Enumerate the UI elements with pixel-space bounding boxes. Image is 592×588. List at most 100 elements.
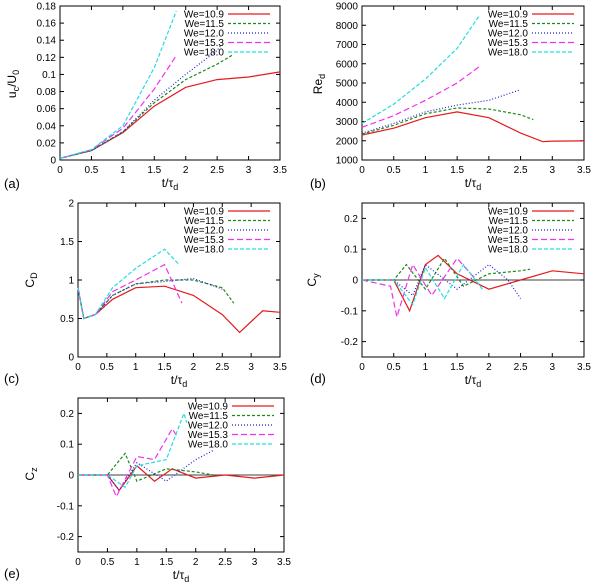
y-axis-label: Cy xyxy=(305,273,321,287)
series-line-4 xyxy=(78,427,179,499)
plot-frame xyxy=(59,5,281,161)
y-axis-label: uc/U0 xyxy=(5,70,21,98)
y-tick-label: 4000 xyxy=(336,98,359,109)
x-tick-label: 0 xyxy=(57,165,63,176)
x-tick-label: 0.5 xyxy=(387,165,401,176)
x-axis-label: t/τd xyxy=(173,568,189,584)
y-tick-label: 0.1 xyxy=(60,440,74,451)
legend-label-4: We=15.3 xyxy=(184,235,225,246)
y-tick-label: 0 xyxy=(352,276,358,287)
series-line-3 xyxy=(59,45,221,159)
legend-label-5: We=18.0 xyxy=(488,48,529,59)
x-tick-label: 3 xyxy=(550,165,556,176)
panel-label: (c) xyxy=(4,371,19,386)
x-tick-label: 2.5 xyxy=(210,165,224,176)
x-tick-label: 1.5 xyxy=(158,362,172,373)
y-tick-label: 0.5 xyxy=(60,314,74,325)
y-tick-label: 0.1 xyxy=(42,70,56,81)
y-tick-label: 1.5 xyxy=(60,237,74,248)
legend-label-3: We=12.0 xyxy=(184,29,225,40)
y-tick-label: 0.08 xyxy=(37,87,57,98)
series-line-2 xyxy=(361,107,534,135)
panel-e: 0 0.5 1 1.5 2 2.5 3 3.5 -0.2 -0.1 0 0.1 0.2 t/τd Cz (e)… xyxy=(4,397,291,584)
series-line-2 xyxy=(59,54,234,159)
x-tick-label: 3.5 xyxy=(577,362,591,373)
x-tick-label: 3.5 xyxy=(577,165,591,176)
y-tick-label: 0.16 xyxy=(37,19,57,30)
y-tick-label: 1000 xyxy=(336,156,359,167)
x-tick-label: 3.5 xyxy=(273,362,287,373)
x-tick-label: 3 xyxy=(550,362,556,373)
x-tick-label: 1.5 xyxy=(450,362,464,373)
legend-label-2: We=11.5 xyxy=(189,411,229,422)
legend-label-3: We=12.0 xyxy=(488,226,529,237)
x-tick-label: 3.5 xyxy=(277,557,291,568)
series-line-5 xyxy=(361,15,480,124)
y-axis-label: Red xyxy=(311,74,327,94)
y-tick-label: 0.14 xyxy=(37,36,57,47)
y-tick-label: 0.04 xyxy=(37,121,57,132)
legend-label-4: We=15.3 xyxy=(184,38,225,49)
panel-label: (d) xyxy=(310,371,326,386)
legend-label-1: We=10.9 xyxy=(184,10,225,21)
y-tick-label: -0.1 xyxy=(57,501,75,512)
series-line-5 xyxy=(59,10,177,159)
x-tick-label: 0.5 xyxy=(387,362,401,373)
x-tick-label: 2 xyxy=(193,557,199,568)
series-line-3 xyxy=(77,277,223,320)
x-axis-label: t/τd xyxy=(171,373,187,389)
legend-label-1: We=10.9 xyxy=(184,207,225,218)
x-tick-label: 2.5 xyxy=(514,165,528,176)
x-axis-label: t/τd xyxy=(465,373,481,389)
legend-label-3: We=12.0 xyxy=(488,29,529,40)
panel-d: 0 0.5 1 1.5 2 2.5 3 3.5 -0.2 -0.1 0 0.1 0.2 t/τd Cy (d)… xyxy=(305,202,591,389)
y-tick-label: 2 xyxy=(68,199,74,210)
x-tick-label: 1 xyxy=(134,557,140,568)
x-tick-label: 2 xyxy=(183,165,189,176)
x-tick-label: 1.5 xyxy=(450,165,464,176)
y-tick-label: 3000 xyxy=(336,117,359,128)
x-tick-label: 1.5 xyxy=(147,165,161,176)
x-tick-label: 1 xyxy=(120,165,126,176)
y-axis-label: Cz xyxy=(23,467,39,481)
series-line-1 xyxy=(362,254,585,313)
y-tick-label: 0.1 xyxy=(344,245,358,256)
legend-label-3: We=12.0 xyxy=(188,421,229,432)
legend-label-4: We=15.3 xyxy=(488,38,529,49)
y-tick-label: 1 xyxy=(68,276,74,287)
legend-label-3: We=12.0 xyxy=(184,226,225,237)
x-tick-label: 0 xyxy=(75,557,81,568)
y-axis-label: CD xyxy=(23,272,39,288)
panel-c: 0 0.5 1 1.5 2 2.5 3 3.5 0 0.5 1 1.5 2 t/τd CD (c) We=10.… xyxy=(4,199,287,390)
series-line-4 xyxy=(59,55,177,159)
panel-label: (a) xyxy=(4,176,20,191)
x-tick-label: 2.5 xyxy=(215,362,229,373)
y-tick-label: 2000 xyxy=(336,136,359,147)
x-tick-label: 0 xyxy=(359,165,365,176)
x-tick-label: 3 xyxy=(246,165,252,176)
y-tick-label: 0.2 xyxy=(60,409,74,420)
x-tick-label: 0.5 xyxy=(100,557,114,568)
series-line-2 xyxy=(77,279,235,320)
series-line-5 xyxy=(77,248,180,320)
y-tick-label: 0.2 xyxy=(344,214,358,225)
y-tick-label: 0 xyxy=(50,156,56,167)
legend-label-1: We=10.9 xyxy=(488,207,529,218)
legend-label-2: We=11.5 xyxy=(185,216,225,227)
x-tick-label: 2 xyxy=(486,362,492,373)
x-tick-label: 2 xyxy=(486,165,492,176)
legend-label-5: We=18.0 xyxy=(188,440,229,451)
x-tick-label: 0.5 xyxy=(84,165,98,176)
y-tick-label: 0 xyxy=(68,353,74,364)
legend-label-4: We=15.3 xyxy=(488,235,529,246)
series-line-4 xyxy=(361,66,480,128)
y-tick-label: -0.1 xyxy=(341,306,359,317)
x-tick-label: 3 xyxy=(248,362,254,373)
y-tick-label: 0.06 xyxy=(37,104,57,115)
panel-a: 0 0.5 1 1.5 2 2.5 3 3.5 0 0.02 0.04 0.06 0.08 0.1 0.12… xyxy=(4,2,287,193)
panel-b: 0 0.5 1 1.5 2 2.5 3 3.5 1000 2000 3000 4000 5000 6000… xyxy=(310,2,591,193)
legend-label-5: We=18.0 xyxy=(488,245,529,256)
series-line-5 xyxy=(362,263,483,306)
series-line-4 xyxy=(361,257,477,318)
